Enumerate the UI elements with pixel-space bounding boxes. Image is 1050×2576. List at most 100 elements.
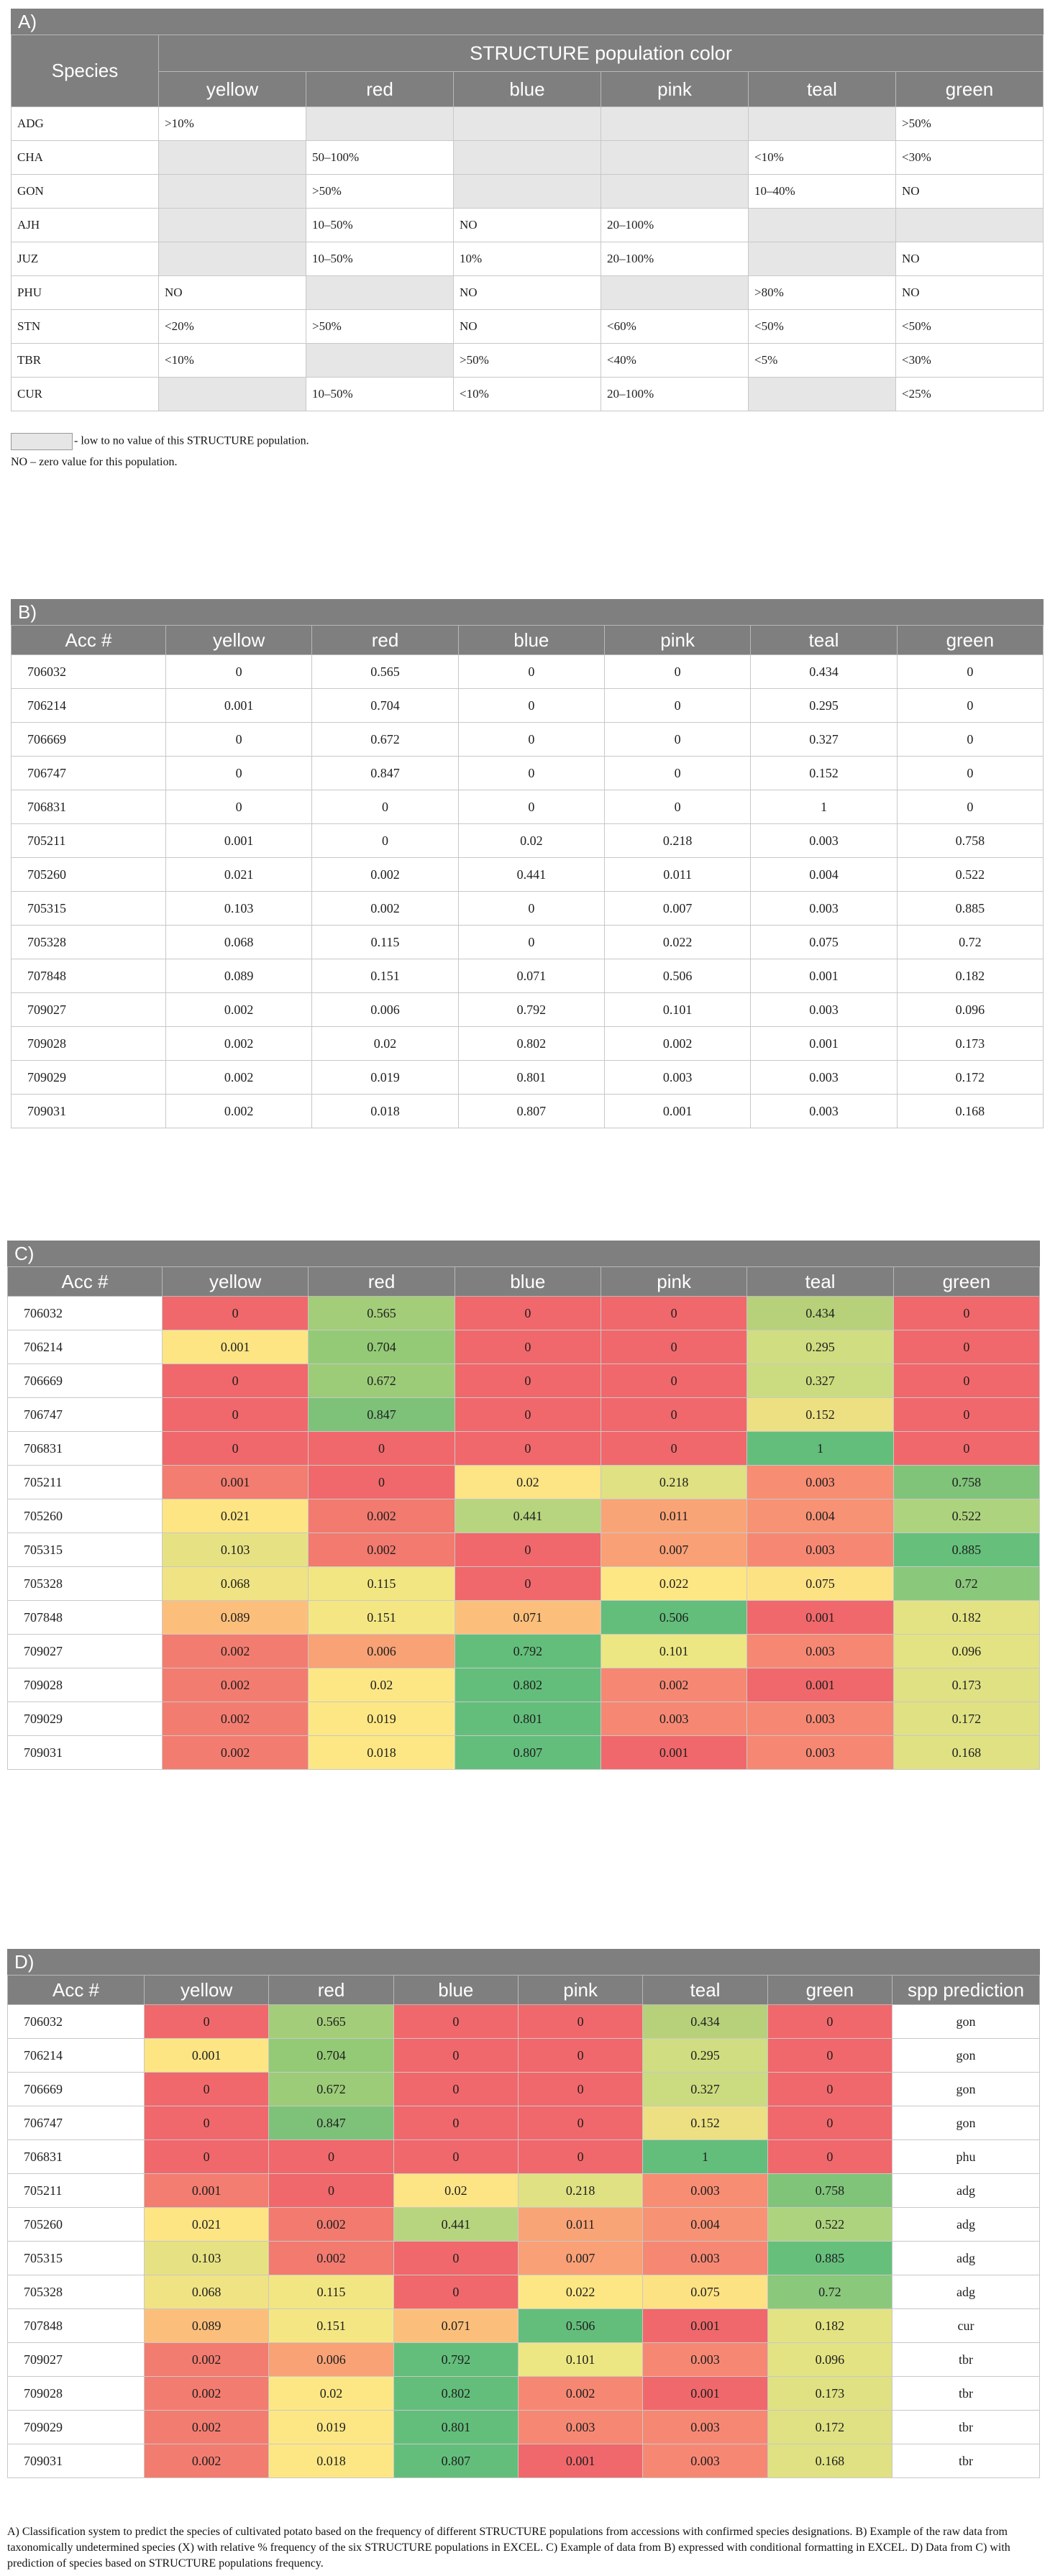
value-cell: >10% (158, 106, 306, 141)
prediction-header: spp prediction (892, 1975, 1040, 2005)
legend-gray-text: - low to no value of this STRUCTURE popu… (74, 434, 309, 447)
header-row: Acc # yellow red blue pink teal green (7, 1266, 1041, 1297)
value-cell: 0.807 (454, 1735, 601, 1770)
value-cell: 0 (457, 790, 605, 824)
prediction-cell: gon (892, 2004, 1040, 2039)
value-cell: 0.327 (642, 2072, 768, 2106)
value-cell (601, 174, 749, 209)
value-cell: 0.151 (268, 2308, 394, 2343)
value-cell: 0 (457, 722, 605, 757)
acc-cell: 705328 (11, 925, 166, 959)
value-cell: 0 (896, 654, 1044, 689)
value-cell: 0.003 (747, 1533, 894, 1567)
table-row: 705260 0.021 0.002 0.441 0.011 0.004 0.522 (11, 857, 1044, 892)
prediction-cell: tbr (892, 2342, 1040, 2377)
table-row: 705260 0.021 0.002 0.441 0.011 0.004 0.522 adg (7, 2207, 1040, 2242)
table-row: 705315 0.103 0.002 0 0.007 0.003 0.885 adg (7, 2241, 1040, 2275)
value-cell: 10–50% (306, 377, 454, 411)
value-cell: 0.168 (892, 1735, 1041, 1770)
value-cell: 0.801 (457, 1060, 605, 1095)
table-row: 705211 0.001 0 0.02 0.218 0.003 0.758 (11, 823, 1044, 858)
table-row: AJH 10–50% NO 20–100% (11, 208, 1044, 242)
table-row: 709027 0.002 0.006 0.792 0.101 0.003 0.096 (11, 992, 1044, 1027)
value-cell: 0.003 (642, 2342, 768, 2377)
value-cell: 0.02 (393, 2173, 519, 2208)
prediction-cell: adg (892, 2275, 1040, 2309)
value-cell: 0 (603, 722, 752, 757)
value-cell: 0.02 (311, 1026, 459, 1061)
value-cell: 0.018 (308, 1735, 455, 1770)
value-cell: 0.182 (896, 959, 1044, 993)
value-cell: <10% (453, 377, 601, 411)
value-cell: 0.001 (642, 2308, 768, 2343)
acc-cell: 709028 (7, 2376, 145, 2411)
value-cell: 0 (454, 1330, 601, 1364)
table-row: GON >50% 10–40% NO (11, 174, 1044, 209)
value-cell: <60% (601, 309, 749, 344)
value-cell: 10–40% (748, 174, 896, 209)
value-cell: 0.075 (747, 1566, 894, 1601)
value-cell: 0.434 (750, 654, 898, 689)
panel-d-label: D) (7, 1949, 1040, 1975)
value-cell: 0.002 (143, 2342, 270, 2377)
table-row: 706032 0 0.565 0 0 0.434 0 gon (7, 2004, 1040, 2039)
value-cell: <30% (895, 140, 1044, 175)
acc-header: Acc # (7, 1975, 145, 2005)
value-cell: <50% (748, 309, 896, 344)
value-cell: 0.089 (143, 2308, 270, 2343)
value-cell: 0.218 (603, 823, 752, 858)
value-cell (306, 343, 454, 378)
value-cell: 0.002 (143, 2376, 270, 2411)
panel-c-label: C) (7, 1241, 1040, 1266)
value-cell: 0.021 (165, 857, 313, 892)
acc-cell: 709029 (7, 1702, 163, 1736)
column-header-blue: blue (453, 71, 601, 107)
value-cell: 0.72 (892, 1566, 1041, 1601)
value-cell: 0.096 (896, 992, 1044, 1027)
value-cell: 0.172 (892, 1702, 1041, 1736)
value-cell: NO (895, 242, 1044, 276)
value-cell: 0.168 (896, 1094, 1044, 1128)
prediction-cell: gon (892, 2072, 1040, 2106)
prediction-cell: adg (892, 2207, 1040, 2242)
value-cell: NO (895, 174, 1044, 209)
value-cell: 0.152 (642, 2106, 768, 2140)
prediction-cell: adg (892, 2241, 1040, 2275)
value-cell: 0.007 (603, 891, 752, 926)
value-cell: 0.001 (750, 1026, 898, 1061)
value-cell: 0.096 (767, 2342, 893, 2377)
table-row: 709031 0.002 0.018 0.807 0.001 0.003 0.168 tbr (7, 2444, 1040, 2478)
value-cell: 0.103 (165, 891, 313, 926)
value-cell: 0.022 (517, 2275, 644, 2309)
value-cell: 0.434 (747, 1296, 894, 1330)
value-cell (895, 208, 1044, 242)
value-cell: 0.441 (393, 2207, 519, 2242)
value-cell: 0 (767, 2072, 893, 2106)
acc-cell: 709031 (7, 2444, 145, 2478)
prediction-cell: tbr (892, 2444, 1040, 2478)
value-cell: 0.002 (143, 2444, 270, 2478)
value-cell: 0.001 (642, 2376, 768, 2411)
legend-no-text: NO – zero value for this population. (11, 456, 178, 468)
value-cell: 0 (892, 1330, 1041, 1364)
value-cell: 0.847 (268, 2106, 394, 2140)
table-row: 705315 0.103 0.002 0 0.007 0.003 0.885 (11, 891, 1044, 926)
column-header-pink: pink (517, 1975, 644, 2005)
value-cell: 0.068 (165, 925, 313, 959)
acc-cell: 705260 (7, 1499, 163, 1533)
table-row: 709031 0.002 0.018 0.807 0.001 0.003 0.168 (7, 1735, 1041, 1770)
value-cell: 0 (457, 688, 605, 723)
value-cell: 0 (603, 688, 752, 723)
panel-b-label: B) (11, 599, 1044, 625)
value-cell: <5% (748, 343, 896, 378)
table-row: 709028 0.002 0.02 0.802 0.002 0.001 0.173 (11, 1026, 1044, 1061)
acc-cell: 709027 (7, 2342, 145, 2377)
column-header-pink: pink (603, 625, 752, 655)
table-row: 709028 0.002 0.02 0.802 0.002 0.001 0.173 tbr (7, 2376, 1040, 2411)
value-cell: 0.704 (268, 2038, 394, 2073)
value-cell (158, 377, 306, 411)
value-cell: 0.173 (767, 2376, 893, 2411)
value-cell: 0 (454, 1296, 601, 1330)
prediction-cell: tbr (892, 2376, 1040, 2411)
species-header: Species (11, 35, 159, 107)
